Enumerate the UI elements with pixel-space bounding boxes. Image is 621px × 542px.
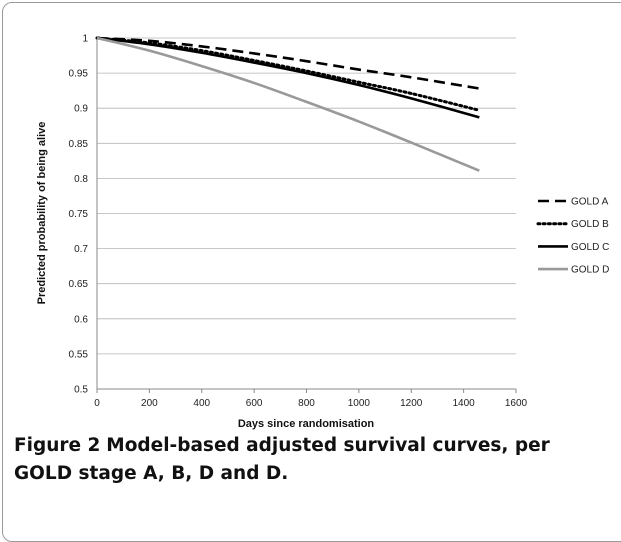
y-tick-label: 0.6 (74, 314, 88, 325)
y-tick-label: 0.85 (69, 139, 89, 150)
series-lines (95, 36, 481, 172)
x-tick-label: 1000 (348, 398, 371, 409)
x-tick-label: 800 (298, 398, 315, 409)
y-tick-label: 0.95 (69, 69, 89, 80)
y-tick-label: 0.55 (69, 349, 89, 360)
y-tick-label: 0.8 (74, 174, 88, 185)
y-tick-labels: 0.5 0.55 0.6 0.65 0.7 0.75 0.8 0.85 0.9 0.95 1 (69, 34, 89, 396)
y-tick-label: 0.75 (69, 209, 89, 220)
y-axis-title: Predicted probability of being alive (36, 122, 48, 305)
y-tick-label: 0.5 (74, 385, 88, 396)
y-tick-label: 0.65 (69, 279, 89, 290)
y-tick-label: 1 (82, 34, 88, 45)
x-tick-label: 1200 (400, 398, 423, 409)
legend-label: GOLD B (571, 219, 609, 230)
survival-chart: 0.5 0.55 0.6 0.65 0.7 0.75 0.8 0.85 0.9 0.95 1 0 20… (36, 34, 609, 431)
series-line-gold-a (96, 36, 480, 90)
x-tick-labels: 0 200 400 600 800 1000 1200 1400 1600 (94, 398, 527, 409)
x-tick-label: 400 (193, 398, 210, 409)
x-tick-label: 0 (94, 398, 100, 409)
legend-label: GOLD C (571, 242, 609, 253)
figure-caption-text: Model-based adjusted survival curves, pe… (14, 435, 550, 484)
series-line-gold-d (96, 36, 480, 172)
series-line-gold-b (95, 36, 481, 112)
figure-caption: Figure 2 Model-based adjusted survival c… (14, 432, 609, 488)
legend-label: GOLD A (571, 197, 609, 208)
y-tick-label: 0.9 (74, 104, 88, 115)
x-tick-label: 200 (141, 398, 158, 409)
y-tick-label: 0.7 (74, 244, 88, 255)
legend: GOLD A GOLD B GOLD C GOLD D (536, 197, 609, 276)
legend-label: GOLD D (571, 265, 609, 276)
x-axis-title: Days since randomisation (238, 418, 375, 430)
series-line-gold-c (96, 36, 480, 119)
x-tick-label: 600 (246, 398, 263, 409)
x-tick-label: 1600 (505, 398, 528, 409)
figure-label: Figure 2 (14, 435, 101, 456)
x-tick-label: 1400 (453, 398, 476, 409)
grid (97, 37, 516, 355)
axes (96, 38, 517, 393)
